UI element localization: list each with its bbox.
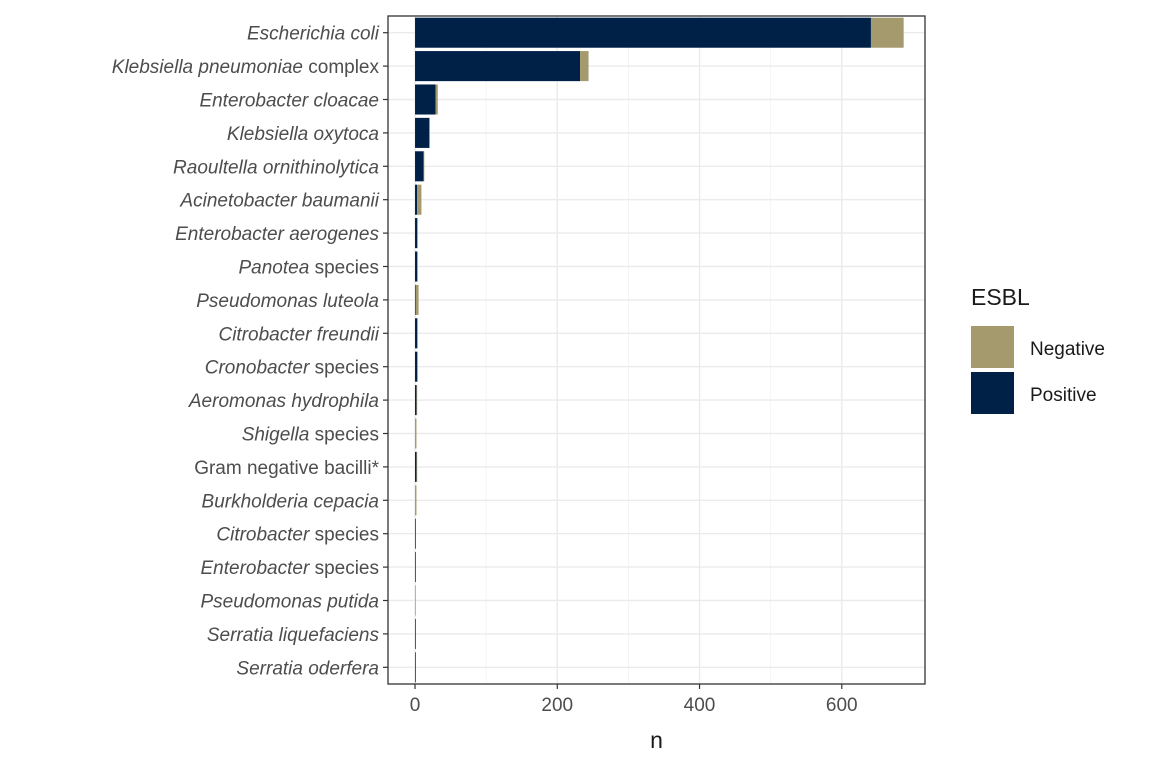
bar-negative	[415, 485, 417, 516]
bar-negative	[417, 184, 422, 215]
legend-key-positive	[971, 372, 1014, 414]
bar-positive	[415, 385, 417, 416]
bar-negative	[416, 451, 418, 482]
category-label-part: Acinetobacter baumanii	[179, 191, 379, 212]
category-label-part: Klebsiella oxytoca	[227, 124, 379, 145]
category-label-part: Serratia oderfera	[236, 658, 379, 679]
bar-positive	[415, 318, 418, 349]
legend-title: ESBL	[971, 284, 1030, 310]
bar-positive	[415, 284, 416, 315]
bar-positive	[415, 552, 416, 583]
x-tick-label: 200	[541, 695, 573, 716]
bars	[415, 17, 904, 683]
bar-positive	[415, 151, 424, 182]
category-label: Enterobacter species	[201, 558, 380, 579]
bar-negative	[423, 151, 425, 182]
bar-positive	[415, 17, 871, 48]
category-label-part: complex	[303, 57, 380, 78]
x-axis: 0 200 400 600	[410, 684, 858, 716]
category-label: Burkholderia cepacia	[202, 491, 379, 512]
bar-negative	[417, 251, 418, 282]
bar-positive	[415, 84, 436, 115]
category-label: Serratia oderfera	[236, 658, 379, 679]
bar-positive	[415, 652, 416, 683]
grid-lines	[388, 16, 925, 684]
bar-negative	[429, 117, 430, 148]
x-tick-label: 0	[410, 695, 421, 716]
category-label-part: Klebsiella pneumoniae	[112, 57, 303, 78]
category-label-part: Cronobacter	[205, 358, 310, 379]
category-label-part: species	[309, 558, 379, 579]
category-label-part: Gram negative bacilli*	[194, 458, 379, 479]
bar-positive	[415, 518, 416, 549]
legend-label-negative: Negative	[1030, 339, 1105, 360]
category-label-part: Aeromonas hydrophila	[188, 391, 379, 412]
category-label: Enterobacter cloacae	[199, 91, 379, 112]
x-tick-label: 600	[826, 695, 858, 716]
bar-positive	[415, 218, 418, 249]
bar-negative	[417, 318, 418, 349]
bar-positive	[415, 451, 417, 482]
category-label-part: Panotea	[239, 258, 310, 279]
bar-positive	[415, 51, 581, 82]
bar-positive	[415, 351, 418, 382]
category-label-part: Burkholderia cepacia	[202, 491, 379, 512]
category-label: Acinetobacter baumanii	[179, 191, 379, 212]
category-label-part: Serratia liquefaciens	[207, 625, 380, 646]
category-label-part: Pseudomonas luteola	[196, 291, 379, 312]
category-label: Gram negative bacilli*	[194, 458, 379, 479]
category-label-part: Enterobacter cloacae	[199, 91, 379, 112]
bar-negative	[415, 585, 416, 616]
category-label: Citrobacter freundii	[218, 324, 379, 345]
bar-positive	[415, 184, 418, 215]
bar-negative	[415, 418, 417, 449]
category-label: Escherichia coli	[247, 24, 380, 45]
plot-panel	[388, 16, 925, 684]
bar-positive	[415, 618, 416, 649]
legend: ESBL Negative Positive	[971, 284, 1105, 414]
category-label: Aeromonas hydrophila	[188, 391, 379, 412]
bar-negative	[870, 17, 904, 48]
category-label-part: species	[309, 525, 379, 546]
bar-negative	[417, 351, 418, 382]
category-label-part: species	[309, 258, 379, 279]
category-label-part: Enterobacter aerogenes	[175, 224, 379, 245]
category-label-part: Citrobacter	[216, 525, 310, 546]
y-axis: Escherichia coli Klebsiella pneumoniae co…	[112, 24, 388, 679]
bar-positive	[415, 117, 430, 148]
category-label: Cronobacter species	[205, 358, 379, 379]
x-axis-title: n	[650, 727, 663, 753]
category-label: Shigella species	[242, 425, 379, 446]
bar-negative	[415, 284, 419, 315]
category-label: Pseudomonas luteola	[196, 291, 379, 312]
category-label: Klebsiella oxytoca	[227, 124, 379, 145]
x-tick-label: 400	[684, 695, 716, 716]
category-label-part: Citrobacter freundii	[218, 324, 379, 345]
category-label: Panotea species	[239, 258, 380, 279]
category-label: Citrobacter species	[216, 525, 379, 546]
legend-key-negative	[971, 326, 1014, 368]
category-label-part: Raoultella ornithinolytica	[173, 157, 379, 178]
category-label: Raoultella ornithinolytica	[173, 157, 379, 178]
category-label-part: Shigella	[242, 425, 310, 446]
category-label-part: species	[309, 425, 379, 446]
plot-border	[387, 15, 926, 685]
bar-negative	[580, 51, 589, 82]
category-label-part: Enterobacter	[201, 558, 310, 579]
bar-negative	[416, 385, 418, 416]
bar-negative	[417, 218, 418, 249]
category-label: Klebsiella pneumoniae complex	[112, 57, 380, 78]
category-label: Pseudomonas putida	[200, 592, 379, 613]
category-label: Serratia liquefaciens	[207, 625, 380, 646]
category-label-part: species	[309, 358, 379, 379]
bar-negative	[435, 84, 438, 115]
category-label-part: Pseudomonas putida	[200, 592, 379, 613]
category-label-part: Escherichia coli	[247, 24, 380, 45]
category-label: Enterobacter aerogenes	[175, 224, 379, 245]
legend-label-positive: Positive	[1030, 385, 1097, 406]
bar-positive	[415, 251, 418, 282]
